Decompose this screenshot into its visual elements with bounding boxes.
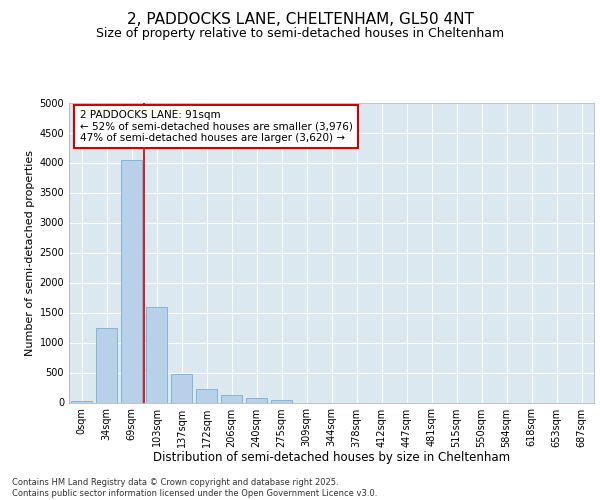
Bar	[146, 306, 167, 402]
Bar	[271, 400, 292, 402]
Text: 2 PADDOCKS LANE: 91sqm
← 52% of semi-detached houses are smaller (3,976)
47% of : 2 PADDOCKS LANE: 91sqm ← 52% of semi-det…	[79, 110, 352, 143]
Bar	[96, 328, 117, 402]
Bar	[121, 160, 142, 402]
X-axis label: Distribution of semi-detached houses by size in Cheltenham: Distribution of semi-detached houses by …	[153, 451, 510, 464]
Bar	[246, 398, 267, 402]
Bar	[196, 390, 217, 402]
Bar	[71, 400, 92, 402]
Text: Size of property relative to semi-detached houses in Cheltenham: Size of property relative to semi-detach…	[96, 28, 504, 40]
Y-axis label: Number of semi-detached properties: Number of semi-detached properties	[25, 150, 35, 356]
Text: 2, PADDOCKS LANE, CHELTENHAM, GL50 4NT: 2, PADDOCKS LANE, CHELTENHAM, GL50 4NT	[127, 12, 473, 28]
Bar	[221, 396, 242, 402]
Text: Contains HM Land Registry data © Crown copyright and database right 2025.
Contai: Contains HM Land Registry data © Crown c…	[12, 478, 377, 498]
Bar	[171, 374, 192, 402]
